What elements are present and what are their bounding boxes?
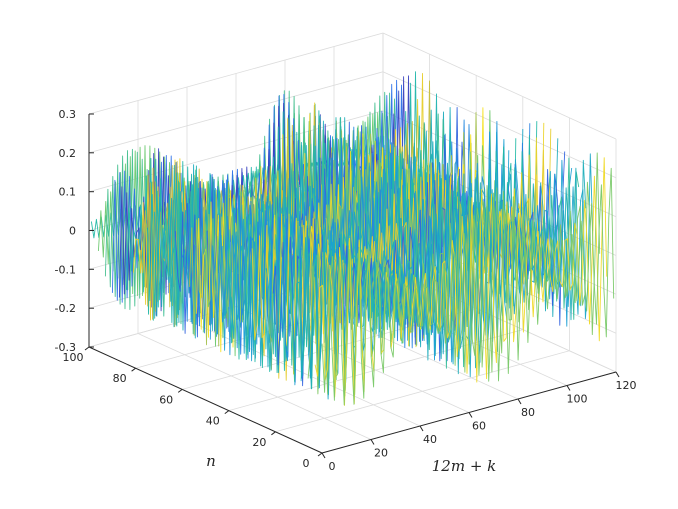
x-tick-label: 100 <box>567 393 588 406</box>
y-tick-label: 40 <box>206 415 220 428</box>
series-line-row-22 <box>272 151 566 387</box>
z-tick-label: -0.2 <box>55 302 76 315</box>
y-tick-mark <box>84 346 90 351</box>
grid-line-z-side <box>382 32 617 140</box>
x-tick-label: 80 <box>521 406 535 419</box>
x-tick-label: 0 <box>329 460 336 473</box>
x-tick-mark <box>419 425 424 432</box>
grid-line-z-back <box>88 32 384 115</box>
x-tick-label: 60 <box>472 420 486 433</box>
y-tick-label: 60 <box>159 393 173 406</box>
z-tick-label: -0.1 <box>55 263 76 276</box>
y-axis-label: n <box>206 452 216 470</box>
y-tick-mark <box>271 431 276 436</box>
x-tick-mark <box>468 412 473 418</box>
z-tick-label: 0.1 <box>59 186 77 199</box>
x-tick-mark <box>517 398 522 405</box>
x-axis-label: 12m + k <box>432 457 497 475</box>
x-tick-mark <box>321 452 326 459</box>
y-tick-label: 80 <box>113 372 127 385</box>
y-tick-label: 20 <box>252 436 266 449</box>
y-axis-line <box>88 346 323 454</box>
grid-line-x-floor <box>137 333 372 440</box>
series-layer <box>90 71 615 406</box>
ticks-layer: 020406080100120020406080100-0.3-0.2-0.10… <box>55 108 637 473</box>
y-tick-mark <box>131 367 136 372</box>
grid-line-z-back <box>88 71 384 154</box>
grid-line-x-floor <box>186 319 421 427</box>
z-tick-label: -0.3 <box>55 341 76 354</box>
x-tick-mark <box>615 371 620 378</box>
y-tick-label: 0 <box>303 457 310 470</box>
x-tick-mark <box>566 385 571 391</box>
grid-line-y-floor <box>275 350 570 433</box>
grid-line-y-floor <box>228 329 523 411</box>
y-tick-mark <box>317 452 323 457</box>
x-tick-label: 40 <box>423 433 437 446</box>
x-tick-mark <box>370 439 375 445</box>
y-tick-mark <box>224 410 230 415</box>
series-line-row-1 <box>321 167 615 406</box>
z-tick-label: 0.3 <box>59 108 77 121</box>
x-tick-label: 120 <box>616 379 637 392</box>
z-tick-label: 0.2 <box>59 147 77 160</box>
x-tick-label: 20 <box>374 447 388 460</box>
z-tick-label: 0 <box>69 225 76 238</box>
y-tick-label: 100 <box>63 351 84 364</box>
y-tick-mark <box>177 388 183 393</box>
